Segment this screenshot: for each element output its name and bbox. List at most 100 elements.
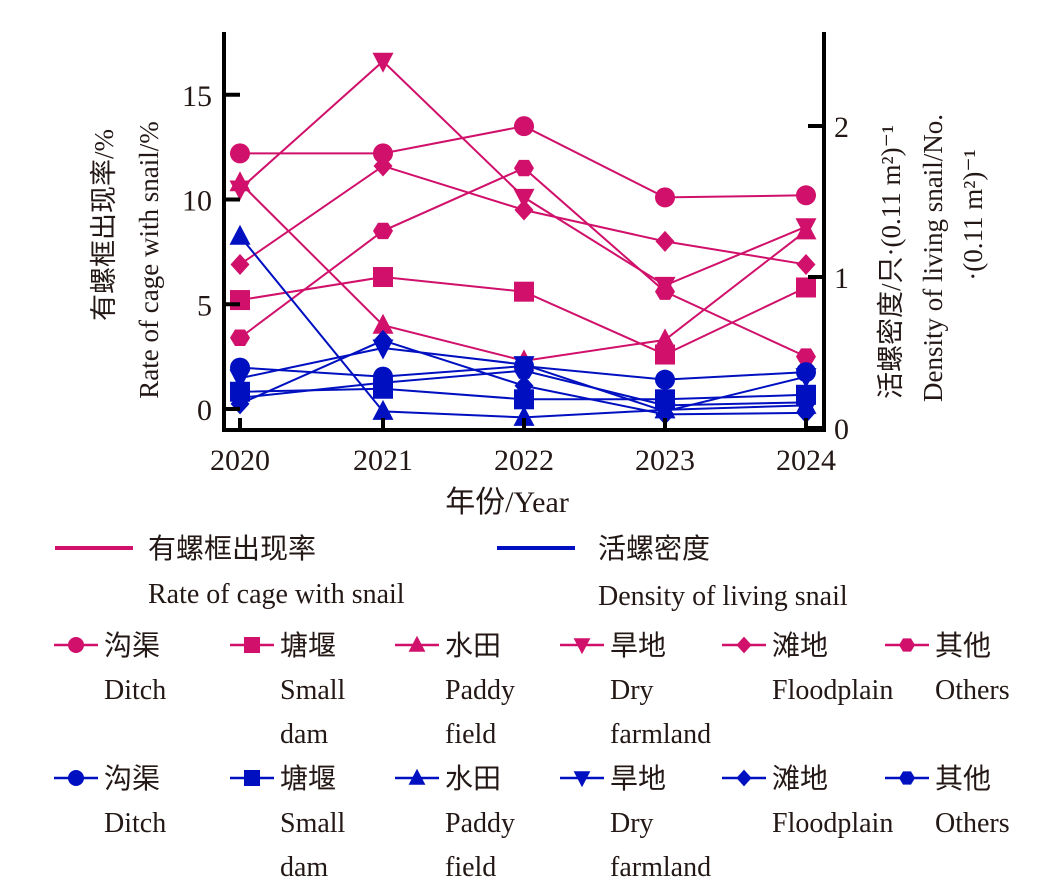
legend-density-label-en: Density of living snail xyxy=(598,581,848,612)
legend: 有螺框出现率 Rate of cage with snail 活螺密度 Density… xyxy=(54,533,1010,883)
rate-point-small-dam xyxy=(655,344,675,365)
rate-point-ditch xyxy=(796,185,816,206)
legend-density-paddy-field-marker xyxy=(408,768,426,785)
density-point-dry-farmland xyxy=(795,368,817,389)
legend-rate-others-cn: 其他 xyxy=(935,630,991,662)
legend-rate-paddy-field-en-2: field xyxy=(445,719,496,750)
density-point-others xyxy=(796,394,816,411)
legend-density-label-cn: 活螺密度 xyxy=(598,533,710,565)
y-right-title-unit: ·(0.11 m²)⁻¹ xyxy=(958,149,988,280)
x-tick-label: 2022 xyxy=(494,444,554,477)
density-point-paddy-field xyxy=(513,405,535,426)
density-point-paddy-field xyxy=(229,224,251,245)
legend-density-others-marker xyxy=(899,771,915,785)
legend-density-ditch-cn: 沟渠 xyxy=(104,763,160,795)
legend-rate-floodplain-marker xyxy=(736,636,752,654)
density-point-small-dam xyxy=(514,389,534,410)
legend-rate-small-dam-cn: 塘堰 xyxy=(280,630,336,662)
x-tick-label: 2024 xyxy=(776,444,836,477)
legend-density-dry-farmland-en: Dry xyxy=(610,808,654,839)
legend-rate-paddy-field-cn: 水田 xyxy=(445,630,501,662)
legend-rate-ditch-marker xyxy=(68,637,84,653)
legend-density-floodplain-marker xyxy=(736,769,752,787)
y-left-tick-label: 10 xyxy=(182,185,212,218)
y-right-title-cn: 活螺密度/只·(0.11 m²)⁻¹ xyxy=(876,125,906,399)
legend-rate-dry-farmland-marker xyxy=(573,638,591,655)
y-right-tick-label: 2 xyxy=(834,111,849,144)
rate-point-dry-farmland xyxy=(372,52,394,73)
axes: 0 5 10 15 0 1 2 2020 2021 2022 2023 2024 xyxy=(182,32,849,477)
rate-point-others xyxy=(655,283,675,300)
legend-rate-floodplain-en: Floodplain xyxy=(772,675,893,706)
legend-density-dry-farmland-cn: 旱地 xyxy=(610,763,666,795)
density-point-others xyxy=(230,389,250,407)
y-left-title-cn: 有螺框出现率/% xyxy=(89,129,119,321)
legend-density-others-cn: 其他 xyxy=(935,763,991,795)
legend-density-paddy-field-en: Paddy xyxy=(445,808,515,839)
rate-point-paddy-field xyxy=(654,328,676,349)
legend-rate-dry-farmland-cn: 旱地 xyxy=(610,630,666,662)
rate-point-small-dam xyxy=(796,277,816,298)
legend-rate-paddy-field-en: Paddy xyxy=(445,675,515,706)
rate-point-small-dam xyxy=(373,267,393,288)
rate-point-dry-farmland xyxy=(795,218,817,239)
rate-point-dry-farmland xyxy=(229,180,251,201)
rate-point-dry-farmland xyxy=(513,188,535,209)
legend-rate-small-dam-en-2: dam xyxy=(280,719,328,750)
rate-point-others xyxy=(514,159,534,177)
rate-point-floodplain xyxy=(796,253,816,275)
legend-density-dry-farmland-en-2: farmland xyxy=(610,852,711,883)
legend-rate-label-en: Rate of cage with snail xyxy=(148,579,405,610)
rate-point-others xyxy=(373,222,393,240)
legend-density-small-dam-marker xyxy=(244,770,260,786)
density-point-others xyxy=(373,374,393,391)
plot-markers xyxy=(229,52,817,426)
rate-point-others xyxy=(230,329,250,346)
x-tick-label: 2021 xyxy=(353,444,413,477)
rate-point-floodplain xyxy=(514,199,534,221)
legend-rate-dry-farmland-en-2: farmland xyxy=(610,719,711,750)
x-tick-label: 2020 xyxy=(210,444,270,477)
density-point-others xyxy=(655,397,675,414)
density-point-ditch xyxy=(655,369,675,390)
legend-rate-small-dam-en: Small xyxy=(280,675,346,706)
legend-rate-others-marker xyxy=(899,638,915,652)
rate-point-ditch xyxy=(655,187,675,208)
legend-density-floodplain-cn: 滩地 xyxy=(772,763,828,795)
legend-rate-paddy-field-marker xyxy=(408,635,426,652)
legend-density-floodplain-en: Floodplain xyxy=(772,808,893,839)
legend-density-small-dam-en: Small xyxy=(280,808,346,839)
y-right-title-en: Density of living snail/No. xyxy=(918,114,948,402)
rate-point-floodplain xyxy=(655,230,675,252)
y-left-tick-label: 0 xyxy=(197,394,212,427)
legend-rate-small-dam-marker xyxy=(244,637,260,653)
axis-titles: 有螺框出现率/% Rate of cage with snail/% 活螺密度/… xyxy=(89,114,988,519)
rate-point-ditch xyxy=(230,143,250,164)
y-left-tick-label: 15 xyxy=(182,80,212,113)
rate-point-small-dam xyxy=(514,281,534,302)
rate-point-floodplain xyxy=(230,253,250,275)
legend-rate-floodplain-cn: 滩地 xyxy=(772,630,828,662)
density-point-others xyxy=(514,362,534,379)
legend-density-paddy-field-en-2: field xyxy=(445,852,496,883)
legend-density-others-en: Others xyxy=(935,808,1010,839)
y-left-tick-label: 5 xyxy=(197,289,212,322)
y-right-tick-label: 1 xyxy=(834,262,849,295)
legend-rate-label-cn: 有螺框出现率 xyxy=(148,533,316,565)
x-axis-title: 年份/Year xyxy=(445,486,569,519)
rate-point-paddy-field xyxy=(372,313,394,334)
density-point-paddy-field xyxy=(372,399,394,420)
rate-point-others xyxy=(796,348,816,365)
legend-rate-others-en: Others xyxy=(935,675,1010,706)
legend-density-small-dam-en-2: dam xyxy=(280,852,328,883)
legend-rate-ditch-en: Ditch xyxy=(104,675,166,706)
legend-density-ditch-en: Ditch xyxy=(104,808,166,839)
density-point-floodplain xyxy=(373,329,393,351)
legend-density-paddy-field-cn: 水田 xyxy=(445,763,501,795)
x-tick-label: 2023 xyxy=(635,444,695,477)
rate-point-floodplain xyxy=(373,155,393,177)
legend-density-small-dam-cn: 塘堰 xyxy=(280,763,336,795)
legend-density-ditch-marker xyxy=(68,770,84,786)
rate-point-small-dam xyxy=(230,290,250,311)
rate-point-ditch xyxy=(514,116,534,137)
